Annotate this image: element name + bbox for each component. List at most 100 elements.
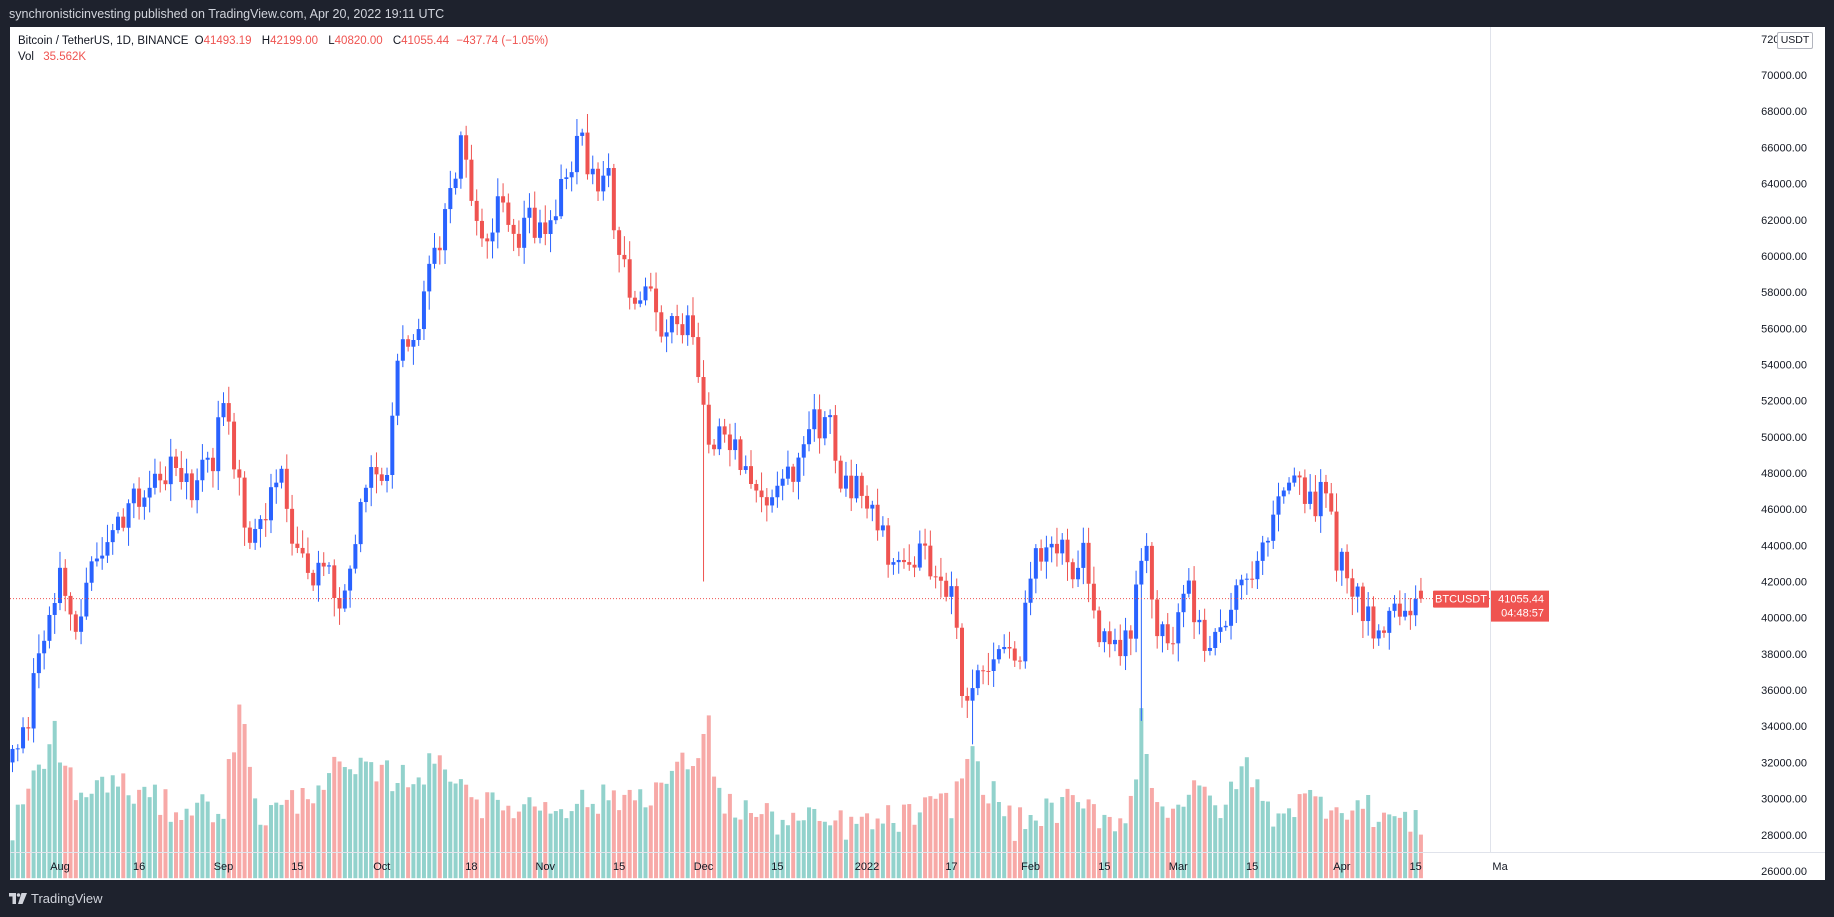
candle-body: [1323, 481, 1328, 494]
publish-info-bar: synchronisticinvesting published on Trad…: [0, 0, 1834, 28]
candle-body: [432, 247, 437, 264]
candle-body: [859, 475, 864, 496]
candlestick-chart[interactable]: 26000.00 28000.00 30000.00 32000.00 34000.00…: [10, 27, 1825, 880]
volume-bar: [1302, 793, 1307, 879]
candle-body: [57, 567, 62, 604]
time-tick-label: 15: [771, 861, 783, 873]
volume-bar: [21, 804, 26, 879]
candle-body: [448, 188, 453, 210]
volume-bar: [406, 787, 411, 879]
candle-body: [938, 576, 943, 581]
candle-body: [300, 547, 305, 554]
candle-body: [706, 404, 711, 445]
volume-bar: [36, 764, 41, 879]
price-tick-label: 50000.00: [1761, 432, 1807, 444]
candle-body: [833, 415, 838, 461]
candle-body: [680, 324, 685, 336]
price-tick-label: 60000.00: [1761, 251, 1807, 263]
volume-bar: [1308, 789, 1313, 879]
candle-body: [901, 559, 906, 563]
candle-body: [1387, 610, 1392, 633]
volume-bar: [886, 805, 891, 879]
volume-bar: [1118, 818, 1123, 879]
candle-body: [559, 178, 564, 217]
volume-bar: [1255, 779, 1260, 879]
volume-bar: [1355, 800, 1360, 879]
candle-body: [996, 649, 1001, 660]
candle-body: [1155, 599, 1160, 637]
volume-bar: [717, 787, 722, 879]
candle-body: [327, 565, 331, 567]
price-tick-label: 32000.00: [1761, 757, 1807, 769]
candle-body: [659, 312, 664, 337]
candle-body: [421, 291, 426, 330]
price-tick-label: 28000.00: [1761, 830, 1807, 842]
volume-bar: [152, 784, 157, 879]
candle-body: [611, 168, 616, 231]
candle-body: [933, 576, 938, 578]
volume-bar: [807, 807, 812, 879]
candle-body: [416, 329, 421, 341]
volume-bar: [606, 800, 611, 879]
candle-body: [1403, 610, 1408, 617]
candle-body: [94, 558, 99, 562]
volume-bar: [812, 808, 817, 879]
candle-body: [817, 409, 822, 439]
candle-body: [337, 597, 342, 609]
volume-bar: [416, 777, 421, 879]
volume-bar: [479, 818, 484, 879]
candle-body: [1397, 603, 1402, 617]
volume-bar: [174, 812, 179, 879]
volume-bar: [337, 761, 342, 879]
volume-bar: [538, 810, 542, 879]
volume-bar: [928, 796, 933, 879]
candle-body: [627, 259, 632, 298]
volume-bar: [374, 781, 379, 879]
candle-body: [775, 485, 780, 498]
volume-bar: [10, 840, 15, 879]
volume-bar: [242, 724, 247, 879]
currency-badge[interactable]: USDT: [1777, 32, 1813, 49]
volume-bar: [216, 813, 221, 879]
volume-bar: [94, 780, 99, 879]
time-tick-label: 15: [1246, 861, 1258, 873]
volume-bar: [960, 778, 964, 879]
volume-bar: [1292, 817, 1297, 879]
candle-body: [780, 478, 785, 486]
volume-bar: [965, 758, 970, 879]
volume-bar: [1049, 802, 1054, 879]
volume-bar: [279, 804, 284, 879]
price-tick-label: 48000.00: [1761, 468, 1807, 480]
candle-body: [701, 377, 706, 405]
candle-body: [986, 670, 991, 672]
candle-body: [912, 564, 917, 568]
candle-body: [1076, 567, 1081, 580]
volume-bar: [1018, 807, 1023, 879]
volume-bar: [210, 822, 215, 879]
candle-body: [1329, 493, 1334, 512]
candle-body: [1355, 586, 1360, 597]
candle-body: [712, 444, 717, 450]
time-tick-label: 15: [613, 861, 625, 873]
candle-body: [506, 202, 511, 225]
candle-body: [247, 527, 252, 543]
candle-body: [1160, 624, 1165, 637]
candle-body: [733, 439, 738, 451]
candle-body: [1171, 643, 1175, 645]
volume-bar: [870, 829, 875, 879]
price-tick-label: 66000.00: [1761, 142, 1807, 154]
candle-body: [110, 530, 115, 543]
volume-bar: [527, 797, 532, 879]
volume-bar: [891, 823, 896, 879]
volume-bar: [1250, 787, 1255, 879]
candle-body: [1318, 481, 1323, 517]
volume-bar: [1229, 781, 1234, 879]
chart-frame[interactable]: 26000.00 28000.00 30000.00 32000.00 34000.00…: [10, 27, 1825, 880]
volume-bar: [991, 781, 996, 879]
volume-bar: [1197, 785, 1202, 879]
volume-bar: [316, 785, 321, 879]
volume-bar: [532, 806, 537, 879]
candle-body: [891, 562, 896, 565]
candle-body: [116, 516, 120, 531]
volume-bar: [42, 768, 47, 879]
